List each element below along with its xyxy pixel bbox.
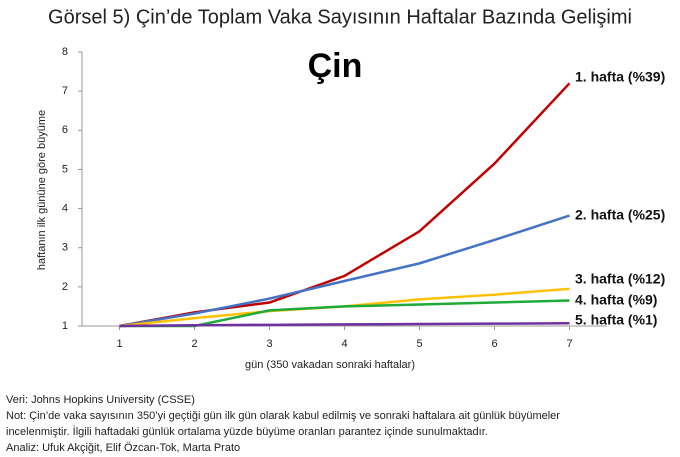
y-tick-label: 2 bbox=[62, 281, 68, 293]
x-axis-label: gün (350 vakadan sonraki haftalar) bbox=[245, 359, 415, 371]
series-line bbox=[119, 214, 570, 328]
y-tick-label: 1 bbox=[62, 320, 68, 332]
y-tick-label: 7 bbox=[62, 85, 68, 97]
x-tick-label: 7 bbox=[566, 338, 572, 350]
x-tick-label: 4 bbox=[341, 338, 347, 350]
series-label: 3. hafta (%12) bbox=[575, 271, 665, 287]
annotation: Çin bbox=[308, 47, 363, 85]
series-line bbox=[119, 322, 570, 328]
footnote: Veri: Johns Hopkins University (CSSE) bbox=[6, 394, 195, 406]
series-label: 2. hafta (%25) bbox=[575, 207, 665, 223]
y-tick-label: 3 bbox=[62, 242, 68, 254]
chart-title: Görsel 5) Çin’de Toplam Vaka Sayısının H… bbox=[48, 6, 632, 28]
x-tick-label: 5 bbox=[416, 338, 422, 350]
x-tick-label: 3 bbox=[266, 338, 272, 350]
x-tick-label: 1 bbox=[116, 338, 122, 350]
series-label: 4. hafta (%9) bbox=[575, 292, 657, 308]
footnote: Analiz: Ufuk Akçiğit, Elif Özcan-Tok, Ma… bbox=[6, 442, 240, 454]
series-label: 1. hafta (%39) bbox=[575, 69, 665, 85]
series-label: 5. hafta (%1) bbox=[575, 312, 657, 328]
y-tick-label: 4 bbox=[62, 202, 68, 214]
series-line bbox=[119, 82, 571, 328]
y-axis-label: haftanın ilk gününe göre büyüme bbox=[36, 110, 48, 270]
x-tick-label: 6 bbox=[491, 338, 497, 350]
x-tick-label: 2 bbox=[191, 338, 197, 350]
footnote: Not: Çin’de vaka sayısının 350’yi geçtiğ… bbox=[6, 410, 560, 422]
y-tick-label: 8 bbox=[62, 46, 68, 58]
y-tick-label: 5 bbox=[62, 163, 68, 175]
footnote: incelenmiştir. İlgili haftadaki günlük o… bbox=[6, 425, 488, 438]
y-tick-label: 6 bbox=[62, 124, 68, 136]
